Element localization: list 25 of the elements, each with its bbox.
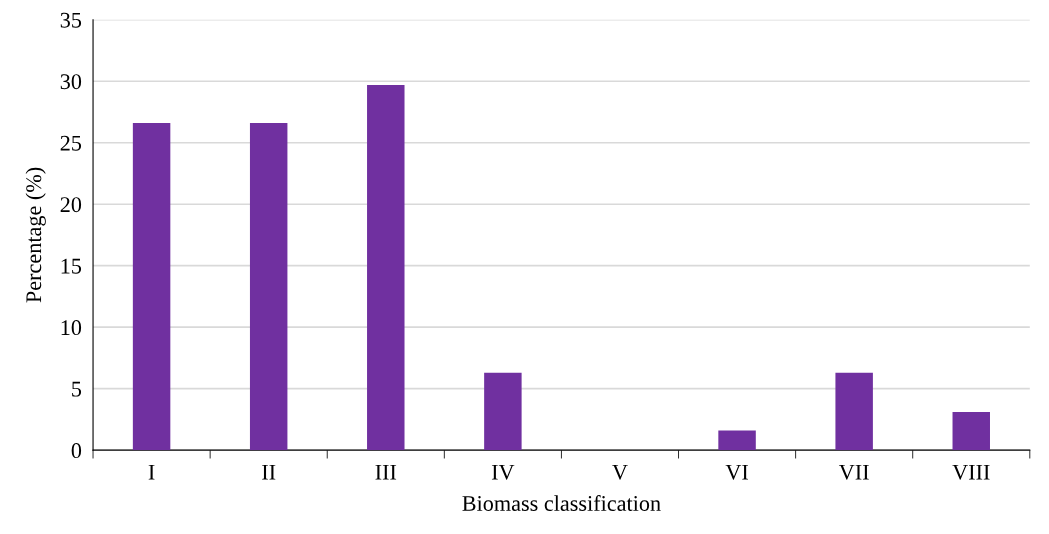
- y-tick-label: 30: [60, 74, 82, 90]
- x-tick-label: II: [262, 464, 276, 480]
- y-tick-label: 25: [60, 135, 82, 151]
- x-tick-label: III: [375, 464, 397, 480]
- y-tick-label: 0: [71, 443, 82, 459]
- x-tick-label: V: [612, 464, 628, 480]
- x-tick-label: VI: [725, 464, 749, 480]
- y-tick-label: 35: [60, 12, 82, 28]
- y-tick-label: 5: [72, 381, 82, 397]
- x-axis-title: Biomass classification: [462, 495, 661, 511]
- y-axis-title: Percentage (%): [25, 167, 46, 303]
- x-tick-label: VII: [838, 464, 869, 480]
- bar: [367, 84, 405, 451]
- x-tick-label: I: [148, 464, 155, 480]
- bar: [835, 372, 873, 451]
- y-tick-label: 10: [61, 320, 82, 336]
- bar: [952, 412, 990, 451]
- bar: [718, 430, 756, 451]
- bar: [132, 123, 171, 451]
- y-tick-label: 15: [61, 258, 82, 274]
- x-tick-label: VIII: [952, 464, 990, 480]
- bar: [484, 372, 522, 451]
- y-tick-label: 20: [60, 197, 82, 213]
- x-tick-label: IV: [491, 464, 515, 480]
- bar: [249, 123, 288, 451]
